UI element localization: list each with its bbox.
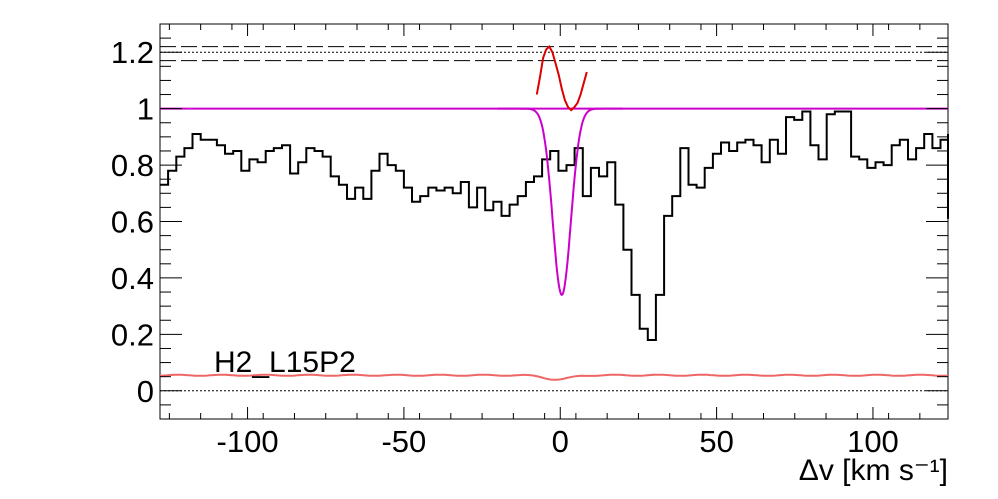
flux-histogram bbox=[160, 110, 949, 341]
y-tick-label-0: 0 bbox=[137, 374, 154, 409]
y-tick-label-6: 1.2 bbox=[111, 35, 154, 70]
x-tick-label-4: 100 bbox=[847, 424, 899, 459]
y-tick-label-5: 1 bbox=[137, 92, 154, 127]
x-axis-title: Δv [km s⁻¹] bbox=[799, 454, 948, 487]
x-tick-label-1: -50 bbox=[381, 424, 426, 459]
y-tick-label-1: 0.2 bbox=[111, 317, 154, 352]
line-label: H2_L15P2 bbox=[214, 346, 356, 379]
y-tick-label-4: 0.8 bbox=[111, 148, 154, 183]
x-tick-label-2: 0 bbox=[552, 424, 569, 459]
error-spectrum bbox=[159, 373, 949, 381]
residual-curve bbox=[535, 45, 588, 112]
model-profile bbox=[497, 107, 623, 297]
x-tick-label-0: -100 bbox=[217, 424, 279, 459]
x-tick-label-3: 50 bbox=[699, 424, 733, 459]
y-tick-label-2: 0.4 bbox=[111, 261, 154, 296]
y-tick-label-3: 0.6 bbox=[111, 205, 154, 240]
